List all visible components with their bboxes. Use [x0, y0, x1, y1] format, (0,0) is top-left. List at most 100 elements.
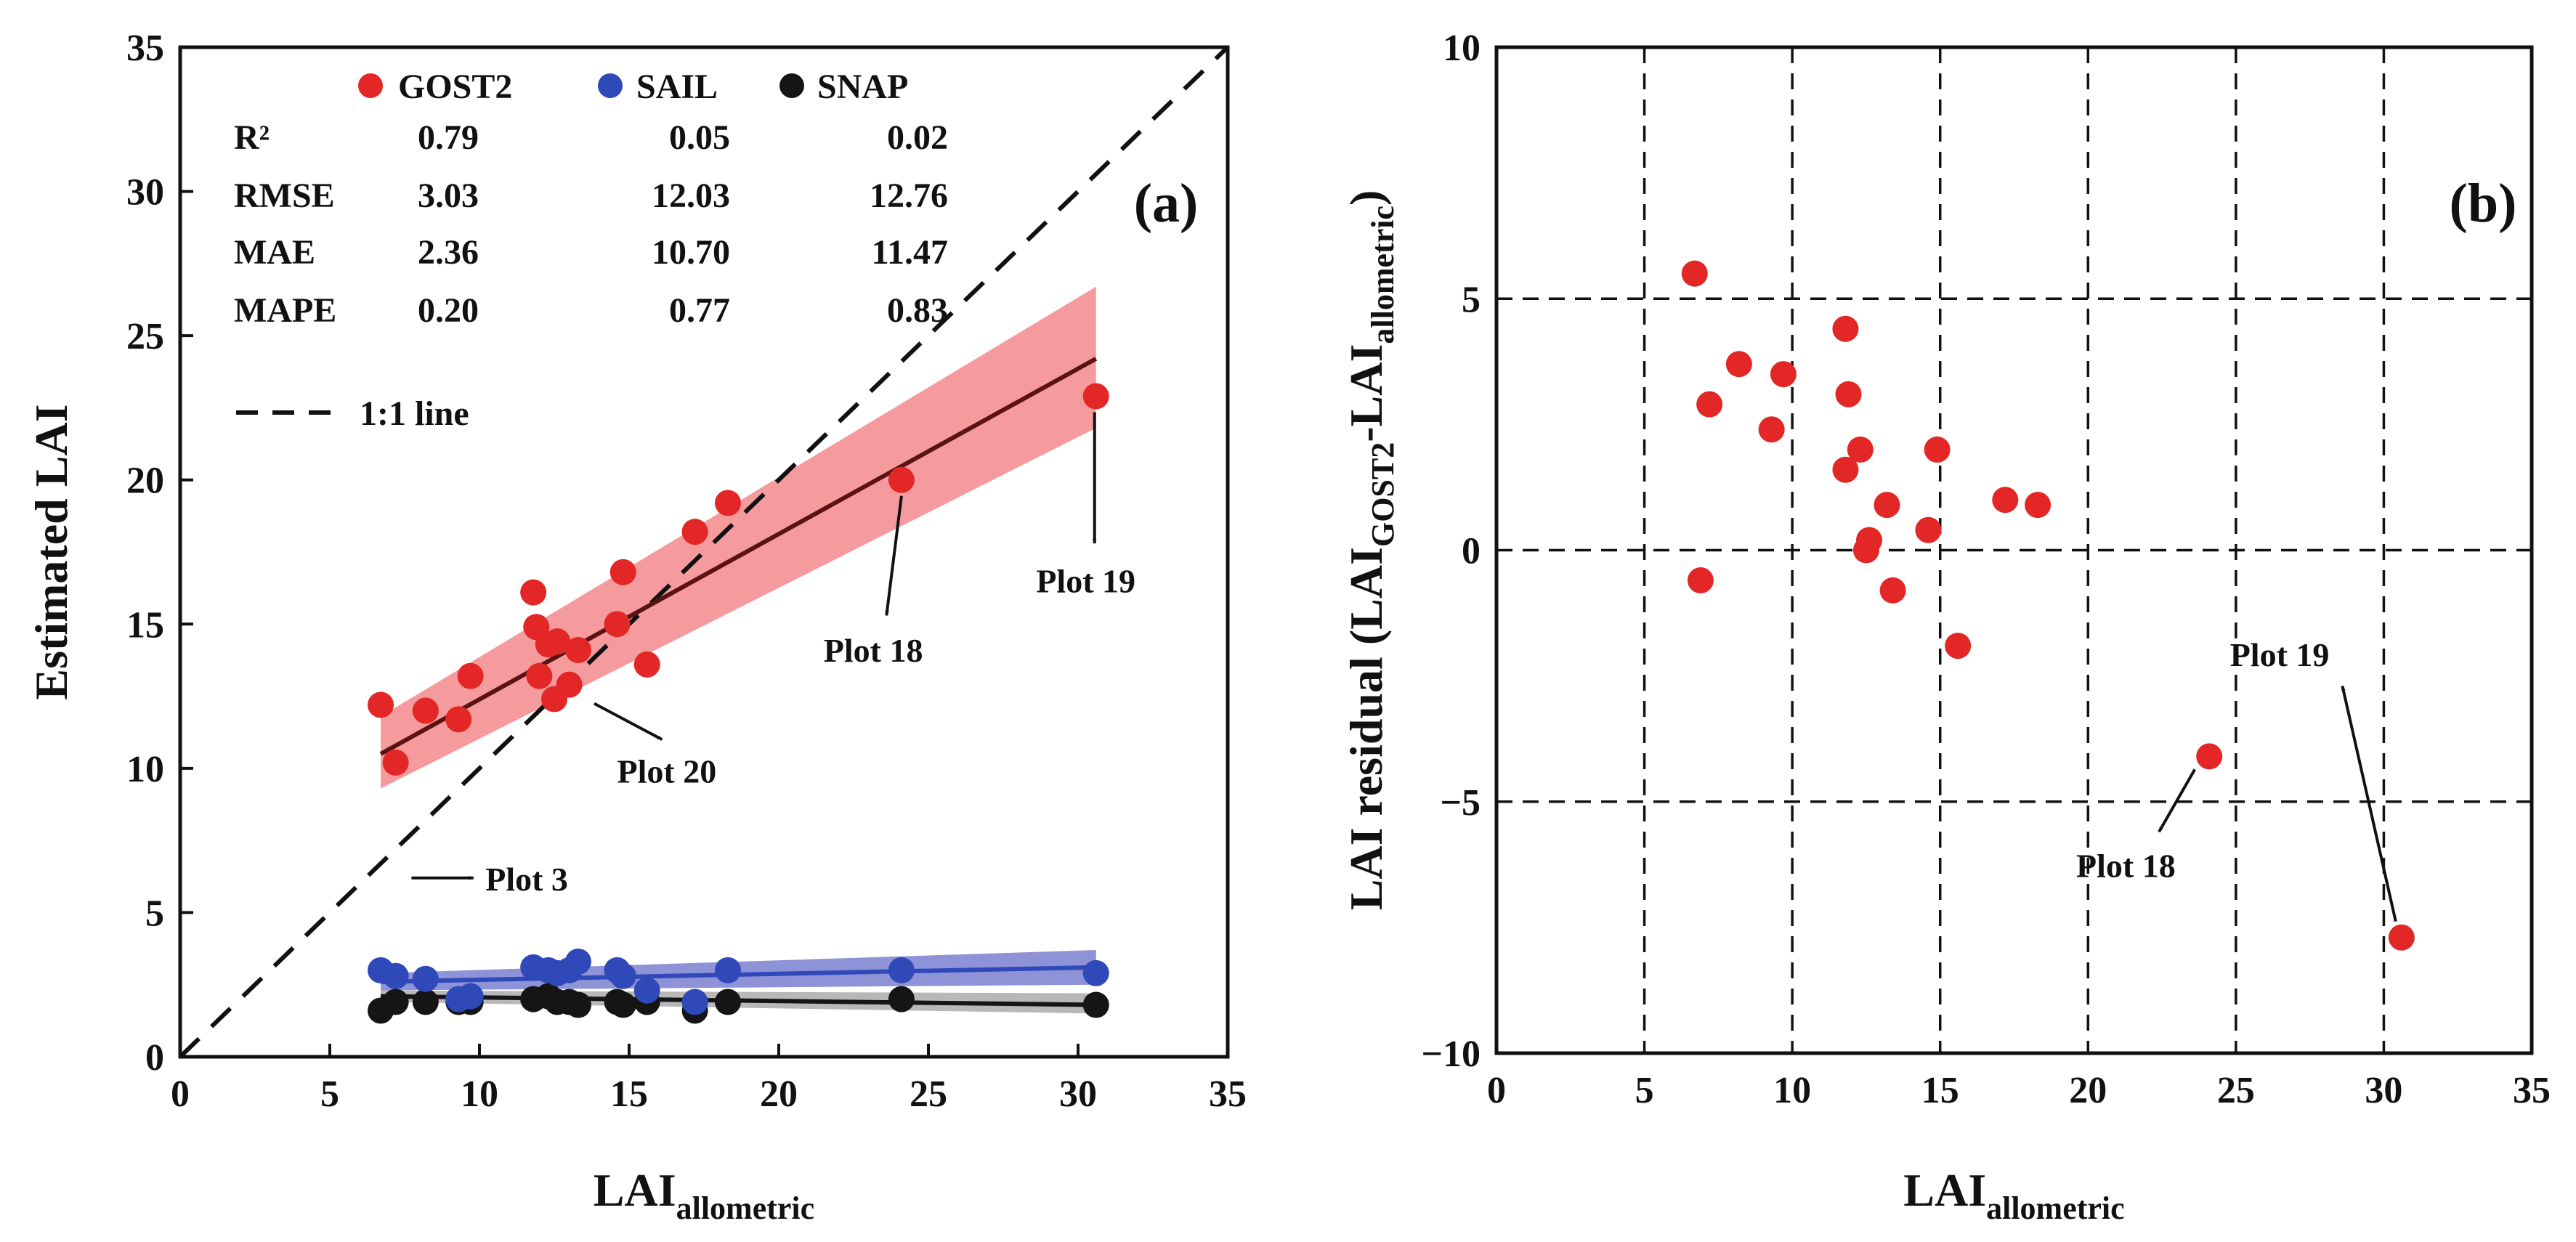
stats-table: R² 0.79 0.05 0.02 RMSE 3.03 12.03 12.76 … [234, 118, 948, 330]
panel-a-confidence-bands [381, 286, 1096, 1014]
residual-point [1725, 351, 1752, 378]
y-tick-label: 30 [126, 172, 164, 214]
panel-a-y-axis-title: Estimated LAI [25, 404, 77, 699]
gost2-point [604, 611, 631, 638]
stats-gost2-value: 3.03 [418, 176, 479, 215]
y-tick-label: 5 [145, 893, 164, 934]
annotation-arrow [885, 495, 903, 617]
x-tick-label: 5 [1635, 1070, 1654, 1111]
x-tick-label: 10 [461, 1073, 498, 1115]
x-tick-label: 0 [1487, 1070, 1506, 1111]
x-tick-label: 35 [1209, 1073, 1247, 1115]
y-tick-label: 35 [126, 28, 164, 69]
stats-snap-value: 12.76 [870, 176, 948, 215]
snap-point [1082, 991, 1109, 1018]
residual-point [1687, 567, 1714, 594]
residual-point [2196, 743, 2223, 770]
stats-gost2-value: 0.20 [418, 291, 479, 330]
panel-a-x-ticks: 0 5 10 15 20 25 30 35 [171, 1044, 1247, 1115]
stats-row: R² 0.79 0.05 0.02 [234, 118, 948, 157]
panel-b-annotations: Plot 18 Plot 19 [2076, 636, 2397, 922]
sail-point [412, 965, 439, 992]
annotation-label: Plot 19 [1036, 563, 1135, 600]
residual-point [1924, 437, 1951, 463]
gost2-point [382, 749, 409, 776]
sail-point [457, 983, 484, 1010]
panel-b-y-axis-title: LAI residual (LAIGOST2-LAIallometric) [1340, 190, 1401, 911]
y-tick-label: −5 [1440, 782, 1481, 824]
y-tick-label: 15 [126, 604, 164, 646]
gost2-point [681, 519, 708, 545]
annotation-plot-18: Plot 18 [2076, 768, 2196, 885]
annotation-label: Plot 18 [2076, 848, 2176, 885]
sail-point [1082, 959, 1109, 986]
panel-a-y-ticks: 0 5 10 15 20 25 30 35 [126, 28, 193, 1079]
residual-point [2025, 492, 2052, 519]
annotation-arrow [594, 702, 663, 741]
snap-point [609, 991, 636, 1018]
x-tick-label: 30 [1059, 1073, 1097, 1115]
x-tick-label: 35 [2513, 1070, 2551, 1111]
x-tick-label: 25 [910, 1073, 947, 1115]
annotation-plot-19: Plot 19 [1036, 412, 1135, 600]
residual-point [1832, 315, 1859, 342]
stats-row: MAPE 0.20 0.77 0.83 [234, 291, 948, 330]
panel-a-annotations: Plot 3 Plot 20 Plot 18 Plot 19 [411, 412, 1135, 898]
residual-point [1835, 381, 1862, 407]
sail-point [714, 957, 741, 983]
x-tick-label: 15 [610, 1073, 648, 1115]
y-tick-label: 20 [126, 460, 164, 502]
gost2-point [1082, 383, 1109, 410]
residual-point [1856, 527, 1882, 553]
residual-point [1992, 487, 2019, 514]
gost2-point [888, 466, 915, 493]
gost2-point [544, 628, 571, 655]
panel-a: 0 5 10 15 20 25 30 35 0 5 10 15 20 25 30 35 LAIallomet… [25, 28, 1247, 1226]
residual-point [1758, 416, 1785, 443]
stats-metric: MAE [234, 233, 315, 272]
one-to-one-line [178, 45, 1230, 1059]
sail-point [609, 962, 636, 989]
y-tick-label: −10 [1421, 1034, 1481, 1075]
x-tick-label: 15 [1921, 1070, 1959, 1111]
y-tick-label: 25 [126, 316, 164, 357]
stats-snap-value: 11.47 [872, 233, 948, 272]
annotation-plot-20: Plot 20 [594, 702, 716, 790]
x-tick-label: 10 [1773, 1070, 1811, 1111]
gost2-point [633, 651, 660, 678]
y-tick-label: 0 [145, 1037, 164, 1079]
panel-b-x-ticks: 0 5 10 15 20 25 30 35 [1487, 1070, 2551, 1111]
annotation-plot-3: Plot 3 [411, 861, 568, 898]
panel-b-grid [1496, 47, 2532, 1053]
stats-metric: RMSE [234, 176, 335, 215]
residual-point [1945, 633, 1972, 659]
stats-snap-value: 0.83 [887, 291, 948, 330]
gost2-point [564, 637, 591, 664]
stats-snap-value: 0.02 [887, 118, 948, 157]
y-tick-label: 10 [1443, 28, 1481, 69]
legend-gost2-label: GOST2 [398, 68, 512, 106]
gost2-point [412, 697, 439, 724]
panel-a-points [368, 383, 1109, 1024]
annotation-arrow [2341, 685, 2397, 922]
gost2-point [526, 662, 553, 689]
stats-sail-value: 10.70 [652, 233, 730, 272]
sail-point [564, 948, 591, 975]
gost2-point [368, 691, 394, 718]
residual-point [1696, 391, 1723, 418]
snap-point [412, 989, 439, 1015]
x-tick-label: 20 [2069, 1070, 2107, 1111]
stats-gost2-value: 2.36 [418, 233, 479, 272]
panel-b-points [1681, 260, 2415, 951]
snap-point [714, 989, 741, 1015]
residual-point [1770, 361, 1797, 388]
legend-snap-label: SNAP [817, 68, 908, 106]
sail-point [633, 977, 660, 1004]
gost2-confidence-band [381, 286, 1096, 789]
gost2-point [520, 579, 547, 606]
stats-sail-value: 0.77 [669, 291, 730, 330]
legend-snap-marker [779, 73, 804, 98]
stats-sail-value: 0.05 [669, 118, 730, 157]
sail-point [681, 989, 708, 1015]
